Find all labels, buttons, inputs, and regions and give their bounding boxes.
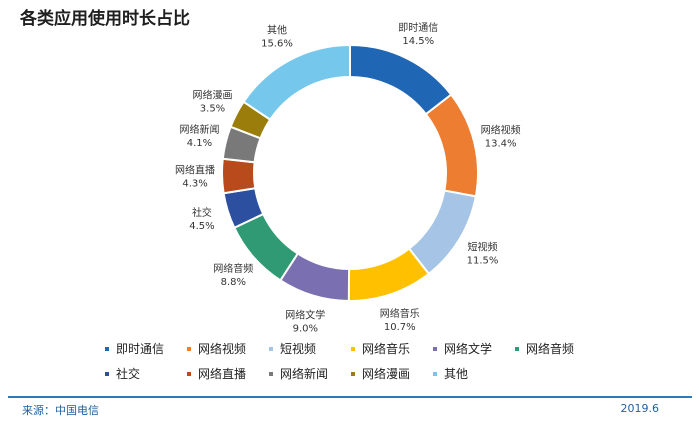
legend-item: 网络音乐	[351, 340, 433, 357]
legend-label: 网络新闻	[280, 367, 329, 381]
slice-label-5: 网络音频 8.8%	[213, 262, 253, 288]
slice-value-label: 11.5%	[467, 255, 499, 266]
slice-category-label: 网络新闻	[179, 123, 219, 136]
slice-label-9: 网络漫画 3.5%	[192, 88, 232, 114]
slice-label-2: 短视频 11.5%	[467, 240, 499, 266]
donut-slice-1	[424, 93, 479, 198]
legend-label: 网络漫画	[362, 367, 411, 381]
slice-value-label: 3.5%	[200, 103, 225, 114]
legend-item: 短视频	[269, 340, 351, 357]
legend-swatch	[269, 346, 273, 351]
slice-value-label: 9.0%	[293, 323, 318, 334]
date-text: 2019.6	[620, 402, 660, 415]
slice-category-label: 网络音频	[213, 262, 253, 275]
slice-label-1: 网络视频 13.4%	[481, 124, 521, 150]
legend-item: 其他	[433, 365, 515, 382]
slice-category-label: 即时通信	[398, 22, 438, 34]
slice-label-4: 网络文学 9.0%	[285, 308, 325, 334]
legend-swatch	[515, 346, 519, 351]
legend-label: 短视频	[280, 342, 317, 356]
slice-label-8: 网络新闻 4.1%	[179, 123, 219, 149]
slice-value-label: 8.8%	[221, 277, 246, 288]
legend-label: 网络音频	[526, 342, 575, 356]
legend-swatch	[187, 346, 191, 351]
slice-label-3: 网络音乐 10.7%	[380, 307, 420, 333]
slice-category-label: 其他	[267, 23, 287, 36]
slice-value-label: 14.5%	[402, 36, 434, 47]
legend-item: 网络文学	[433, 340, 515, 357]
donut-slice-10	[242, 43, 351, 122]
legend-label: 网络音乐	[362, 342, 411, 356]
chart-title: 各类应用使用时长占比	[20, 9, 190, 29]
slice-value-label: 4.5%	[189, 221, 214, 232]
legend-label: 其他	[444, 367, 469, 381]
legend-item: 网络漫画	[351, 365, 433, 382]
legend-swatch	[351, 346, 355, 351]
slice-label-0: 即时通信 14.5%	[398, 22, 438, 47]
slice-label-6: 社交 4.5%	[189, 206, 214, 232]
legend-item: 网络视频	[187, 340, 269, 357]
legend-swatch	[269, 371, 273, 376]
slice-category-label: 网络漫画	[192, 88, 232, 101]
slice-category-label: 网络视频	[481, 124, 521, 137]
slice-value-label: 4.1%	[187, 138, 212, 149]
slice-label-10: 其他 15.6%	[261, 23, 293, 49]
donut-slice-7	[221, 157, 257, 195]
legend-label: 网络文学	[444, 342, 493, 356]
slice-value-label: 15.6%	[261, 38, 293, 49]
slice-category-label: 网络文学	[285, 308, 325, 321]
footer-divider	[8, 396, 692, 398]
legend-label: 即时通信	[116, 342, 165, 356]
legend-label: 网络视频	[198, 342, 247, 356]
slice-category-label: 网络音乐	[380, 307, 420, 320]
slice-category-label: 网络直播	[175, 164, 215, 177]
legend-item: 网络直播	[187, 365, 269, 382]
legend-swatch	[433, 346, 437, 351]
legend-label: 网络直播	[198, 367, 247, 381]
legend-swatch	[187, 371, 191, 376]
slice-category-label: 社交	[192, 206, 212, 219]
legend-swatch	[105, 346, 109, 351]
legend-swatch	[351, 371, 355, 376]
legend-swatch	[105, 371, 109, 376]
donut-slice-0	[349, 43, 453, 116]
legend-label: 社交	[116, 367, 141, 381]
chart-legend: 即时通信 网络视频 短视频 网络音乐 网络文学 网络音频社交 网络直播 网络新闻 网络漫画 其他	[105, 340, 625, 382]
slice-category-label: 短视频	[467, 240, 497, 253]
donut-chart: 即时通信 14.5% 网络视频 13.4% 短视频 11.5% 网络音乐 10.7% 网络文学 9…	[175, 22, 521, 335]
legend-item: 网络音频	[515, 340, 597, 357]
legend-item: 网络新闻	[269, 365, 351, 382]
legend-item: 社交	[105, 365, 187, 382]
source-text: 来源：中国电信	[22, 404, 99, 417]
slice-label-7: 网络直播 4.3%	[175, 164, 215, 190]
slice-value-label: 10.7%	[384, 322, 416, 333]
legend-item: 即时通信	[105, 340, 187, 357]
slice-value-label: 4.3%	[182, 179, 207, 190]
slice-value-label: 13.4%	[485, 139, 517, 150]
legend-swatch	[433, 371, 437, 376]
